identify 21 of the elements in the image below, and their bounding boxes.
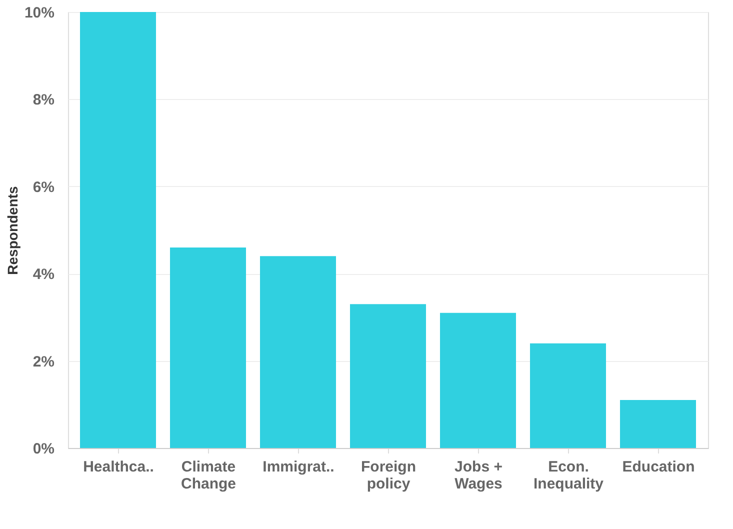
- y-tick-label: 4%: [32, 266, 54, 284]
- y-tick-label: 0%: [32, 440, 54, 458]
- bar: [440, 312, 516, 448]
- y-tick-label: 2%: [32, 353, 54, 370]
- y-tick-label: 10%: [24, 4, 54, 22]
- x-tick-label: Education: [622, 458, 695, 476]
- bar: [80, 12, 156, 448]
- bar: [260, 256, 336, 448]
- x-tick-label: Jobs + Wages: [454, 458, 503, 492]
- bar: [530, 343, 606, 448]
- bar: [620, 400, 696, 448]
- y-axis-title: Respondents: [4, 186, 20, 275]
- x-tick-label: Foreign policy: [361, 458, 416, 492]
- x-tick-label: Immigrat..: [262, 458, 334, 476]
- x-tick-label: Healthca..: [83, 458, 154, 476]
- bar: [350, 304, 426, 448]
- y-tick-label: 6%: [32, 178, 54, 196]
- x-tick-label: Climate Change: [180, 458, 236, 492]
- x-tick-label: Econ. Inequality: [533, 458, 604, 492]
- bar: [170, 247, 246, 448]
- y-tick-label: 8%: [32, 92, 54, 109]
